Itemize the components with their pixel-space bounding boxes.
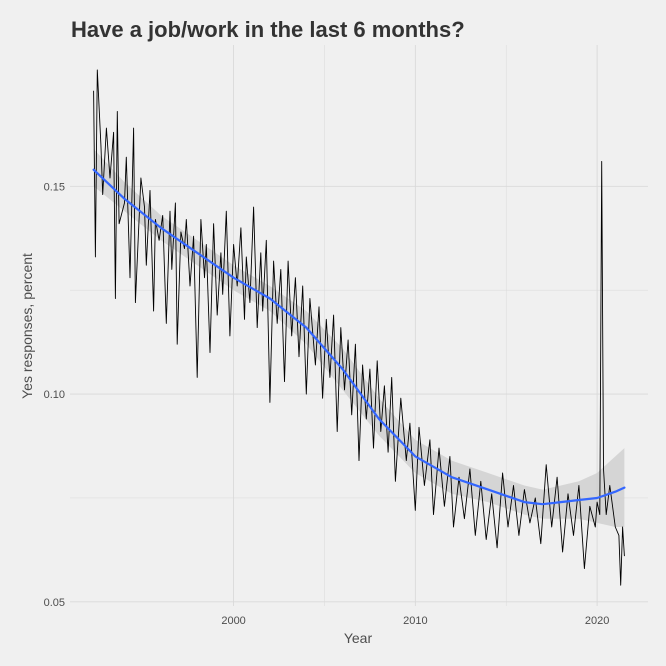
y-axis-ticks: 0.05 0.10 0.15 — [44, 181, 65, 609]
y-tick-label: 0.15 — [44, 181, 65, 193]
y-axis-title: Yes responses, percent — [19, 253, 35, 399]
x-tick-label: 2020 — [585, 615, 609, 627]
x-tick-label: 2010 — [403, 615, 427, 627]
smooth-series — [92, 168, 626, 506]
y-tick-label: 0.05 — [44, 597, 65, 609]
series-line-smooth — [92, 168, 626, 506]
raw-series — [93, 69, 625, 586]
grid-lines — [70, 45, 648, 606]
confidence-ribbon — [93, 148, 625, 527]
x-tick-label: 2000 — [221, 615, 245, 627]
y-tick-label: 0.10 — [44, 389, 65, 401]
confidence-band — [93, 148, 625, 527]
x-axis-ticks: 2000 2010 2020 — [221, 615, 609, 627]
x-axis-title: Year — [344, 630, 373, 646]
chart-title: Have a job/work in the last 6 months? — [71, 17, 465, 42]
series-line-raw — [93, 69, 625, 586]
